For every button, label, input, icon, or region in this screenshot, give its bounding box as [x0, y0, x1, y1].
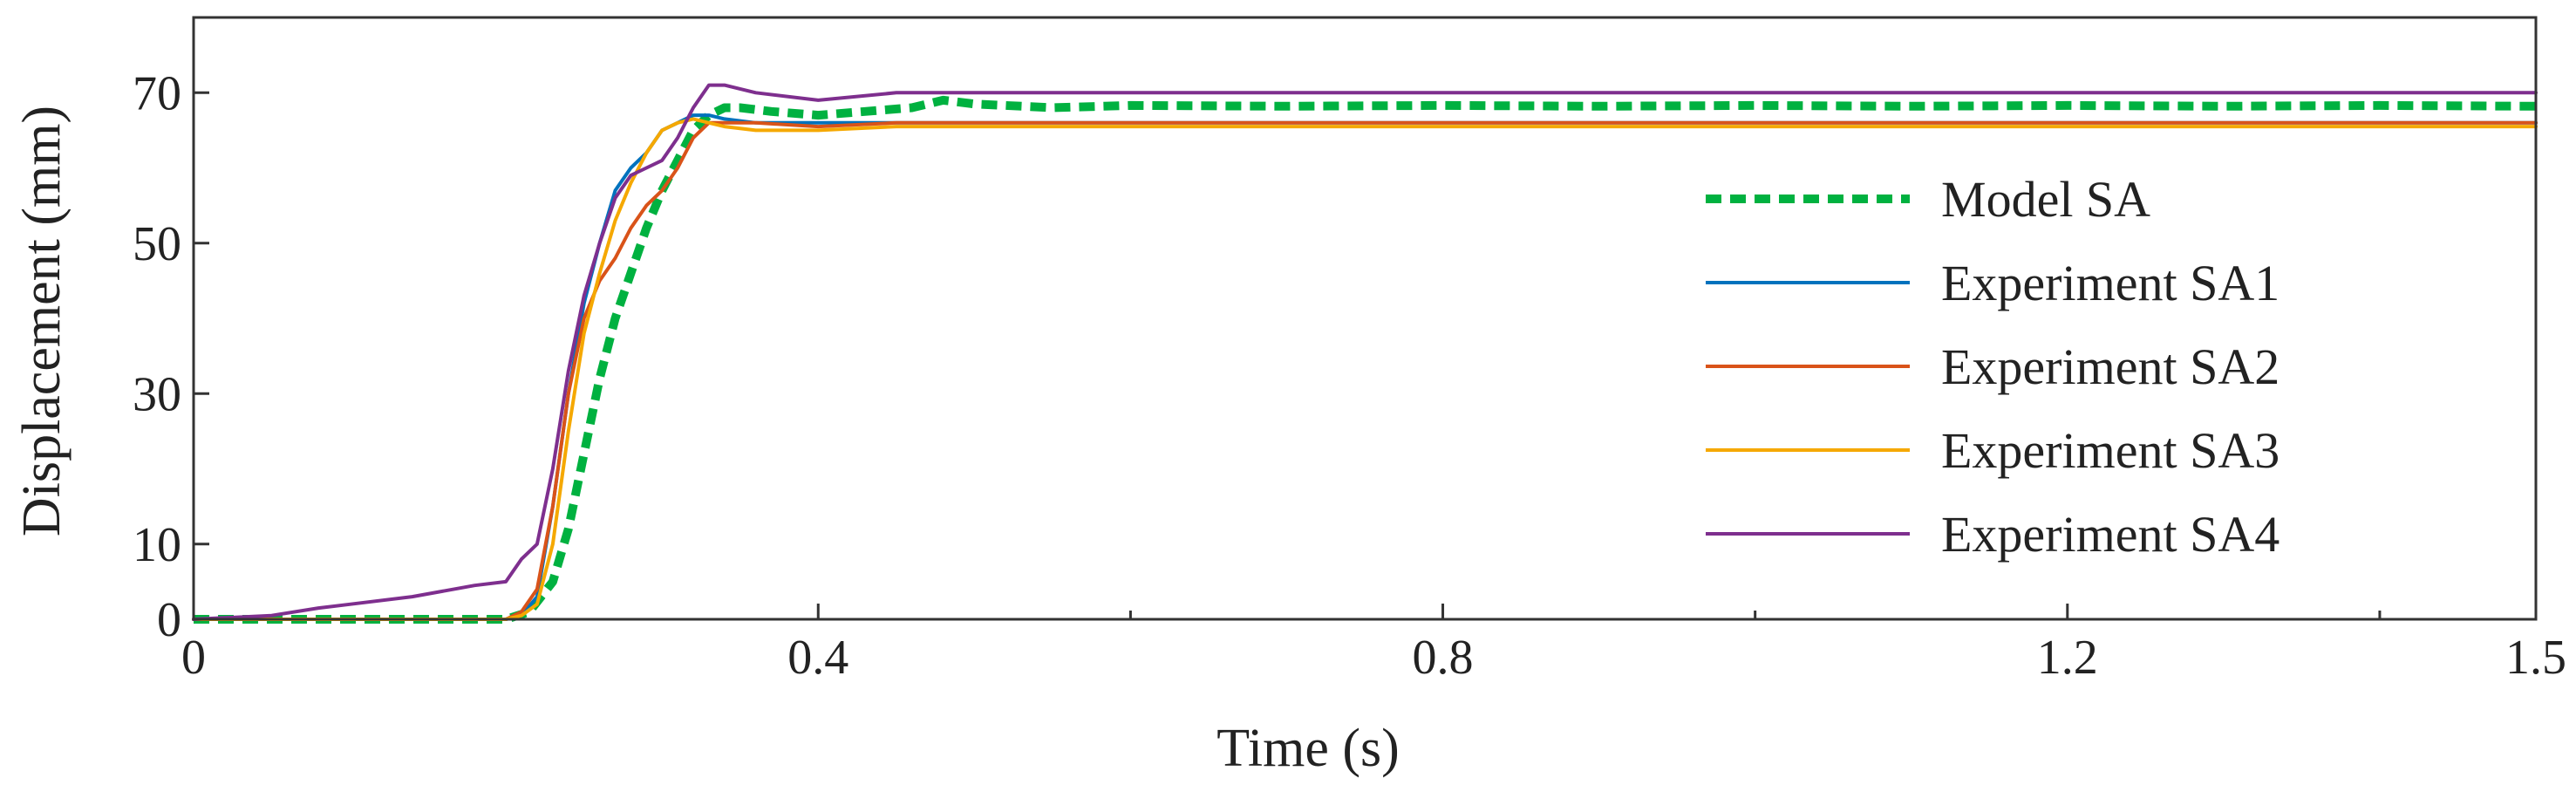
series-layer [192, 83, 2538, 624]
plot-area: 0 0.4 0.8 1.2 1.5 0 10 30 50 70 [133, 16, 2566, 685]
ticks-layer: 0 0.4 0.8 1.2 1.5 0 10 30 50 70 [133, 66, 2566, 685]
legend-label: Experiment SA2 [1941, 338, 2280, 395]
x-axis-title: Time (s) [1216, 719, 1400, 778]
series-line-5 [192, 83, 2538, 621]
series-line-1 [194, 95, 2537, 624]
y-tick-label: 50 [133, 217, 181, 271]
plot-frame [192, 16, 2538, 621]
legend: Model SA Experiment SA1 Experiment SA2 Expe… [1706, 171, 2280, 563]
legend-label: Experiment SA4 [1941, 506, 2280, 563]
x-tick-label: 0.4 [787, 631, 848, 685]
y-tick-label: 0 [157, 593, 181, 647]
legend-label: Model SA [1941, 171, 2150, 228]
x-tick-label: 0 [181, 631, 206, 685]
x-tick-label: 1.2 [2037, 631, 2098, 685]
y-axis-title: Displacement (mm) [12, 106, 72, 536]
x-tick-label: 1.5 [2505, 631, 2566, 685]
y-tick-label: 30 [133, 367, 181, 421]
y-tick-label: 10 [133, 518, 181, 572]
legend-label: Experiment SA3 [1941, 422, 2280, 479]
x-tick-label: 0.8 [1413, 631, 1474, 685]
legend-label: Experiment SA1 [1941, 255, 2280, 311]
y-tick-label: 70 [133, 66, 181, 120]
series-line-3 [192, 120, 2538, 621]
